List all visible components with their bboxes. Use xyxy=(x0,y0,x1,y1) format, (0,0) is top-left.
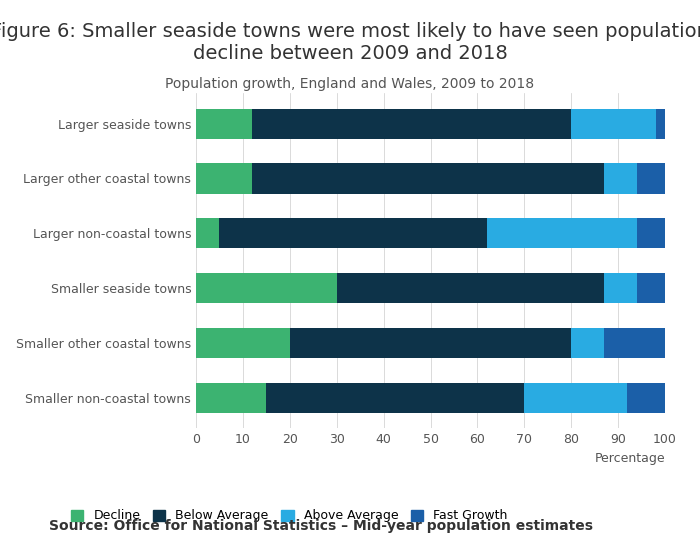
Bar xyxy=(637,219,665,249)
X-axis label: Percentage: Percentage xyxy=(594,452,665,464)
Text: Population growth, England and Wales, 2009 to 2018: Population growth, England and Wales, 20… xyxy=(165,77,535,91)
Bar xyxy=(196,383,266,413)
Bar xyxy=(196,219,220,249)
Bar xyxy=(637,273,665,303)
Bar xyxy=(604,164,637,194)
Bar xyxy=(266,383,524,413)
Bar xyxy=(604,328,665,358)
Bar xyxy=(637,164,665,194)
Bar xyxy=(196,109,252,139)
Bar xyxy=(524,383,627,413)
Bar xyxy=(571,328,604,358)
Bar xyxy=(290,328,571,358)
Bar xyxy=(196,328,290,358)
Bar xyxy=(656,109,665,139)
Bar xyxy=(571,109,656,139)
Bar xyxy=(337,273,604,303)
Bar xyxy=(252,164,604,194)
Bar xyxy=(627,383,665,413)
Bar xyxy=(486,219,637,249)
Text: Figure 6: Smaller seaside towns were most likely to have seen population
decline: Figure 6: Smaller seaside towns were mos… xyxy=(0,22,700,63)
Bar xyxy=(604,273,637,303)
Bar xyxy=(196,273,337,303)
Bar xyxy=(252,109,571,139)
Bar xyxy=(196,164,252,194)
Legend: Decline, Below Average, Above Average, Fast Growth: Decline, Below Average, Above Average, F… xyxy=(71,509,508,523)
Text: Source: Office for National Statistics – Mid-year population estimates: Source: Office for National Statistics –… xyxy=(49,518,593,533)
Bar xyxy=(220,219,486,249)
